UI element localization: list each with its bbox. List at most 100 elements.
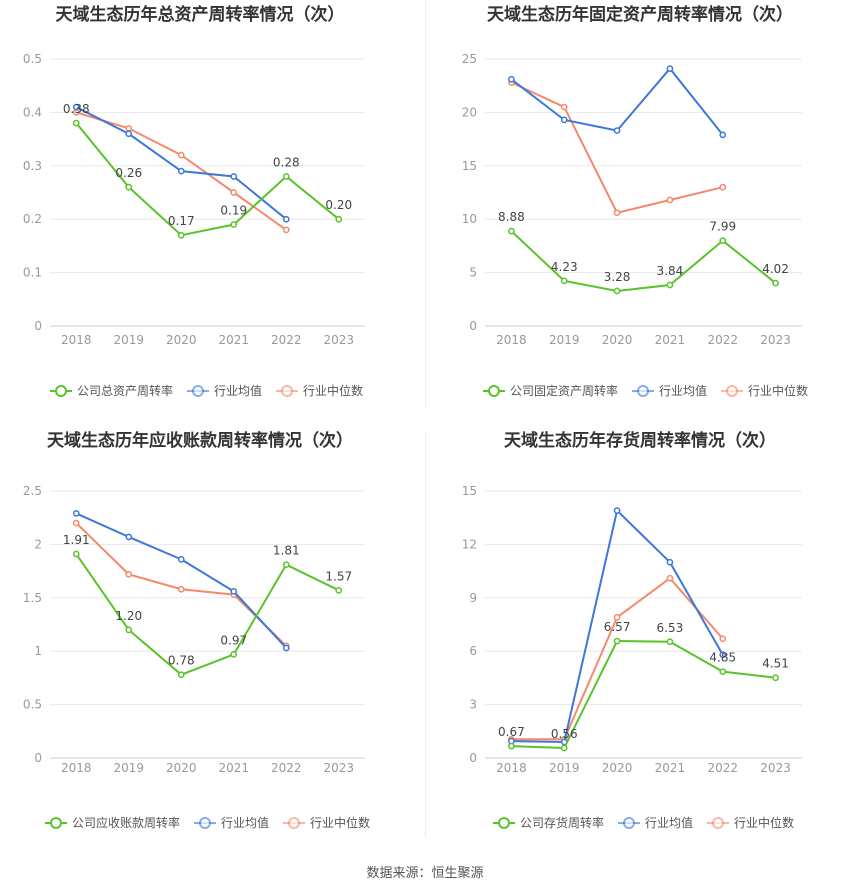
data-point-company: [230, 651, 238, 658]
x-tick-label: 2018: [496, 761, 527, 775]
y-tick-label: 25: [462, 52, 477, 66]
data-point-company: [282, 561, 290, 569]
data-point-median: [719, 183, 727, 191]
data-label: 4.23: [551, 260, 578, 274]
data-point-median: [177, 151, 185, 159]
legend-marker: [498, 817, 510, 829]
x-tick-label: 2021: [218, 333, 249, 347]
data-label: 6.57: [604, 620, 631, 634]
data-label: 0.38: [63, 102, 90, 116]
data-point-company: [560, 744, 568, 752]
data-point-avg: [177, 556, 185, 563]
y-tick-label: 0: [34, 751, 42, 765]
y-tick-label: 15: [462, 159, 477, 173]
data-label: 0.20: [325, 198, 352, 212]
data-label: 1.81: [273, 544, 300, 558]
data-label: 1.91: [63, 533, 90, 547]
data-point-avg: [666, 65, 674, 72]
series-line-avg: [75, 512, 287, 649]
data-label: 4.85: [709, 651, 736, 665]
chart-title: 天域生态历年存货周转率情况（次）: [504, 430, 776, 451]
data-point-company: [613, 637, 621, 645]
data-label: 4.51: [762, 657, 789, 671]
data-point-median: [282, 226, 290, 234]
x-tick-label: 2018: [496, 333, 527, 347]
x-tick-label: 2018: [61, 761, 92, 775]
data-label: 0.28: [273, 155, 300, 169]
x-tick-label: 2023: [760, 761, 791, 775]
legend-label: 公司存货周转率: [520, 815, 604, 830]
y-tick-label: 0.5: [23, 52, 42, 66]
data-point-company: [125, 626, 133, 634]
data-point-company: [613, 287, 621, 295]
x-tick-label: 2019: [549, 761, 580, 775]
data-label: 0.56: [551, 727, 578, 741]
series-line-avg: [510, 67, 724, 136]
data-point-company: [560, 277, 568, 285]
x-tick-label: 2020: [602, 761, 633, 775]
data-label: 3.84: [657, 264, 684, 278]
series-line-company: [75, 122, 340, 237]
y-tick-label: 0.1: [23, 266, 42, 280]
x-tick-label: 2021: [655, 333, 686, 347]
y-tick-label: 15: [462, 484, 477, 498]
data-point-avg: [72, 510, 80, 517]
legend-marker: [712, 817, 724, 829]
data-label: 1.57: [325, 569, 352, 583]
data-point-avg: [282, 644, 290, 652]
data-point-avg: [508, 75, 515, 83]
data-point-company: [719, 237, 727, 245]
x-tick-label: 2018: [61, 333, 92, 347]
y-tick-label: 2.5: [23, 484, 42, 498]
chart-svg: 天域生态历年固定资产周转率情况（次） 0 5 10 15 20 25 2018 2019 2020…: [462, 4, 808, 398]
data-label: 8.88: [498, 210, 525, 224]
y-tick-label: 0: [469, 751, 477, 765]
legend-label: 行业均值: [214, 383, 262, 398]
data-point-avg: [613, 507, 621, 514]
data-point-avg: [666, 558, 674, 566]
data-label: 0.17: [168, 214, 195, 228]
data-point-avg: [230, 173, 238, 180]
data-label: 0.26: [115, 166, 142, 180]
legend-marker: [488, 385, 500, 397]
y-tick-label: 0.2: [23, 212, 42, 226]
x-tick-label: 2019: [549, 333, 580, 347]
x-tick-label: 2023: [760, 333, 791, 347]
data-point-company: [666, 638, 674, 646]
chart-fixed-asset-turnover: 天域生态历年固定资产周转率情况（次） 0 5 10 15 20 25 2018 2019 2020…: [425, 0, 850, 430]
legend-label: 行业中位数: [310, 815, 370, 830]
legend-marker: [623, 817, 635, 829]
y-tick-label: 0: [34, 319, 42, 333]
x-tick-label: 2019: [113, 761, 144, 775]
data-point-avg: [613, 127, 621, 134]
data-point-median: [177, 585, 185, 593]
y-tick-label: 0.5: [23, 698, 42, 712]
legend-label: 公司应收账款周转率: [72, 815, 180, 830]
legend-label: 行业中位数: [303, 383, 363, 398]
data-label: 0.97: [220, 633, 247, 647]
data-point-company: [666, 281, 674, 289]
legend-marker: [199, 817, 211, 829]
series-line-company: [510, 230, 777, 292]
chart-title: 天域生态历年总资产周转率情况（次）: [56, 4, 345, 25]
x-tick-label: 2020: [602, 333, 633, 347]
data-point-company: [72, 119, 80, 127]
x-tick-label: 2021: [655, 761, 686, 775]
data-label: 7.99: [709, 220, 736, 234]
legend-marker: [192, 385, 204, 397]
chart-total-asset-turnover: 天域生态历年总资产周转率情况（次） 0 0.1 0.2 0.3 0.4 0.5 2018 201…: [0, 0, 425, 430]
legend-marker: [726, 385, 738, 397]
legend-marker: [50, 817, 62, 829]
divider-top: [425, 0, 426, 408]
legend-marker: [55, 385, 67, 397]
y-tick-label: 6: [469, 644, 477, 658]
y-tick-label: 3: [469, 698, 477, 712]
data-point-avg: [719, 131, 727, 139]
y-tick-label: 9: [469, 591, 477, 605]
y-tick-label: 0.3: [23, 159, 42, 173]
y-tick-label: 10: [462, 212, 477, 226]
data-label: 0.19: [220, 204, 247, 218]
data-point-company: [177, 671, 185, 679]
legend-marker: [288, 817, 300, 829]
data-point-avg: [719, 651, 727, 659]
